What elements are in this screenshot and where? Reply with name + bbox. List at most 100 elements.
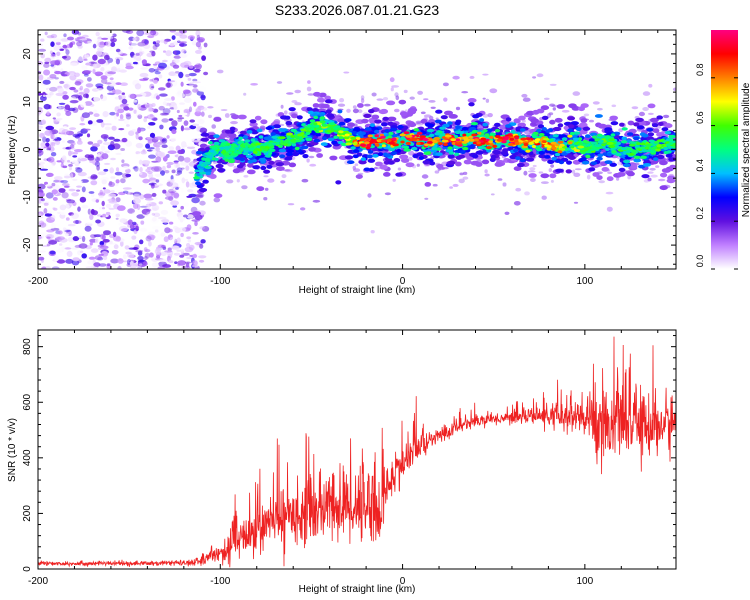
spectrogram-noise-cell	[154, 248, 161, 255]
spectrogram-noise-cell	[184, 178, 189, 182]
spectrogram-noise-cell	[166, 135, 170, 139]
spectrogram-ridge-cell	[294, 139, 302, 143]
spectrogram-noise-cell	[117, 258, 124, 264]
spectrogram-halo-cell	[522, 119, 526, 123]
spectrogram-noise-cell	[62, 94, 69, 100]
spectrogram-noise-cell	[132, 54, 141, 61]
spectrogram-noise-cell	[186, 195, 193, 198]
spectrogram-noise-cell	[160, 209, 169, 215]
spectrogram-noise-cell	[164, 98, 173, 101]
spectrogram-noise-cell	[50, 54, 57, 58]
spectrogram-noise-cell	[158, 105, 165, 111]
spectrogram-ridge-cell	[320, 103, 330, 109]
spectrogram-ridge-cell	[344, 118, 352, 122]
spectrogram-noise-cell	[143, 193, 153, 199]
spectrogram-halo-cell	[549, 103, 556, 107]
spectrogram-halo-cell	[455, 106, 461, 111]
spectrogram-noise-cell	[102, 111, 109, 118]
spectrogram-ridge-cell	[368, 167, 375, 172]
spectrogram-noise-cell	[160, 251, 167, 257]
spectrogram-halo-cell	[655, 165, 660, 168]
spectrogram-noise-cell	[179, 102, 185, 105]
spectrogram-halo-cell	[459, 172, 464, 176]
spectrogram-ridge-cell	[416, 131, 423, 135]
spectrogram-noise-cell	[40, 142, 46, 148]
spectrogram-noise-cell	[108, 136, 115, 140]
spectrogram-noise-cell	[185, 74, 190, 78]
spectrogram-ridge-cell	[363, 167, 371, 172]
spectrogram-ridge-cell	[229, 158, 235, 162]
spectrogram-ridge-cell	[641, 174, 650, 179]
spectrogram-ridge-cell	[541, 115, 549, 120]
spectrogram-noise-cell	[118, 191, 126, 196]
spectrogram-noise-cell	[40, 198, 45, 202]
spectrogram-noise-cell	[103, 189, 111, 194]
spectrogram-noise-cell	[41, 266, 47, 269]
spectrogram-ridge-cell	[213, 117, 222, 122]
spectrogram-noise-cell	[144, 252, 150, 259]
spectrogram-ridge-cell	[444, 110, 453, 116]
spectrogram-noise-cell	[171, 80, 178, 87]
spectrogram-ridge-cell	[270, 132, 276, 136]
spectrogram-noise-cell	[77, 206, 81, 212]
spectrogram-ridge-cell	[559, 134, 568, 139]
spectrogram-noise-cell	[43, 202, 49, 206]
spectrogram-halo-cell	[394, 92, 399, 97]
spectrogram-noise-cell	[146, 166, 155, 170]
spectrogram-noise-cell	[49, 92, 54, 96]
spectrogram-noise-cell	[111, 250, 119, 255]
spectrogram-ridge-cell	[290, 128, 297, 133]
spectrogram-noise-cell	[135, 57, 142, 61]
spectrogram-ridge-cell	[585, 154, 591, 159]
spectrogram-noise-cell	[173, 160, 180, 163]
spectrogram-noise-cell	[122, 187, 132, 190]
spectrogram-ridge-cell	[242, 151, 249, 156]
spectrogram-noise-cell	[46, 216, 55, 223]
spectrogram-halo-cell	[435, 117, 439, 120]
spectrogram-ridge-cell	[350, 146, 356, 150]
spectrogram-noise-cell	[81, 235, 86, 243]
spectrogram-ridge-cell	[357, 103, 364, 108]
spectrogram-noise-cell	[121, 103, 129, 107]
spectrogram-noise-cell	[160, 170, 165, 176]
spectrogram-noise-cell	[152, 63, 158, 66]
spectrogram-noise-cell	[173, 55, 181, 59]
spectrogram-ridge-cell	[580, 157, 587, 161]
spectrogram-noise-cell	[171, 96, 175, 101]
spectrogram-halo-cell	[461, 91, 469, 94]
spectrogram-ridge-cell	[225, 147, 230, 151]
spectrogram-ridge-cell	[596, 133, 603, 137]
spectrogram-ridge-cell	[489, 132, 496, 136]
spectrogram-noise-cell	[45, 183, 52, 187]
spectrogram-ridge-cell	[273, 124, 281, 129]
spectrogram-ridge-cell	[431, 146, 438, 151]
spectrogram-noise-cell	[53, 84, 58, 89]
spectrogram-noise-cell	[59, 204, 67, 211]
spectrogram-noise-cell	[112, 143, 121, 150]
spectrogram-ridge-cell	[557, 123, 564, 128]
spectrogram-noise-cell	[169, 30, 176, 33]
spectrogram-noise-cell	[69, 203, 73, 207]
spectrogram-noise-cell	[119, 218, 128, 224]
spectrogram-noise-cell	[45, 162, 54, 169]
spectrogram-noise-cell	[203, 42, 208, 48]
spectrogram-noise-cell	[114, 96, 120, 100]
spectrogram-noise-cell	[118, 118, 125, 122]
spectrogram-noise-cell	[75, 180, 83, 183]
spectrogram-noise-cell	[101, 200, 105, 207]
spectrogram-ridge-cell	[192, 211, 202, 216]
spectrogram-halo-cell	[392, 178, 396, 182]
spectrogram-ridge-cell	[555, 168, 564, 173]
spectrogram-halo-cell	[489, 88, 498, 94]
spectrogram-noise-cell	[46, 57, 55, 60]
spectrogram-noise-cell	[191, 149, 198, 155]
spectrogram-ridge-cell	[442, 123, 450, 128]
spectrogram-noise-cell	[117, 51, 124, 56]
spectrogram-ridge-cell	[200, 132, 210, 137]
spectrogram-ridge-cell	[580, 118, 588, 124]
spectrogram-halo-cell	[430, 156, 435, 160]
spectrogram-ridge-cell	[352, 154, 359, 159]
spectrogram-ridge-cell	[268, 160, 275, 165]
spectrogram-noise-cell	[63, 33, 67, 38]
spectrogram-noise-cell	[97, 152, 101, 158]
